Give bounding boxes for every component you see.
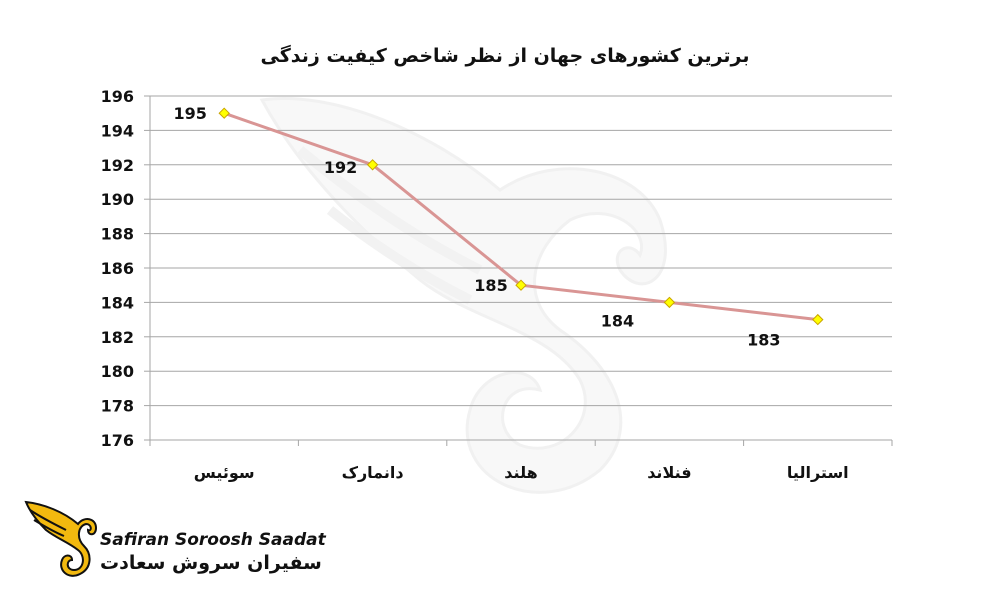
- y-tick-label: 188: [101, 225, 134, 244]
- data-label: 185: [474, 276, 507, 295]
- data-label: 192: [324, 158, 357, 177]
- chart-title: برترین کشورهای جهان از نظر شاخص کیفیت زن…: [261, 44, 750, 67]
- data-labels: 195 192 185 184 183: [173, 104, 780, 349]
- y-tick-label: 176: [101, 431, 134, 450]
- x-axis-ticks: سوئیس دانمارک هلند فنلاند استرالیا: [149, 440, 893, 482]
- logo-name-persian: سفیران سروش سعادت: [100, 552, 322, 574]
- x-tick-label: دانمارک: [342, 463, 404, 482]
- x-tick-label: استرالیا: [787, 463, 849, 482]
- logo-name-english: Safiran Soroosh Saadat: [100, 530, 326, 550]
- watermark-wing-icon: [259, 96, 667, 494]
- data-point-marker: [812, 313, 824, 326]
- logo: Safiran Soroosh Saadat سفیران سروش سعادت: [22, 494, 326, 584]
- y-tick-label: 180: [101, 362, 134, 381]
- x-tick-label: سوئیس: [194, 463, 255, 482]
- series-markers: [218, 107, 824, 326]
- y-tick-label: 178: [101, 397, 134, 416]
- data-point-marker: [663, 296, 676, 309]
- data-label: 183: [747, 331, 780, 350]
- data-label: 184: [601, 311, 634, 330]
- y-tick-label: 190: [101, 190, 134, 209]
- wing-logo-icon: [24, 500, 98, 577]
- data-label: 195: [173, 104, 206, 123]
- y-tick-label: 182: [101, 328, 134, 347]
- y-tick-label: 184: [101, 293, 134, 312]
- data-point-marker: [515, 279, 527, 291]
- y-tick-label: 192: [101, 156, 134, 175]
- gridlines: [149, 95, 892, 441]
- data-point-marker: [218, 107, 230, 119]
- y-tick-label: 186: [101, 259, 134, 278]
- y-tick-label: 196: [101, 87, 134, 106]
- y-tick-label: 194: [101, 121, 134, 140]
- y-axis-ticks: 176 178 180 182 184 186 188 190 192 194 196: [101, 87, 150, 450]
- x-tick-label: هلند: [504, 463, 537, 482]
- x-tick-label: فنلاند: [647, 463, 691, 482]
- data-point-marker: [366, 159, 379, 171]
